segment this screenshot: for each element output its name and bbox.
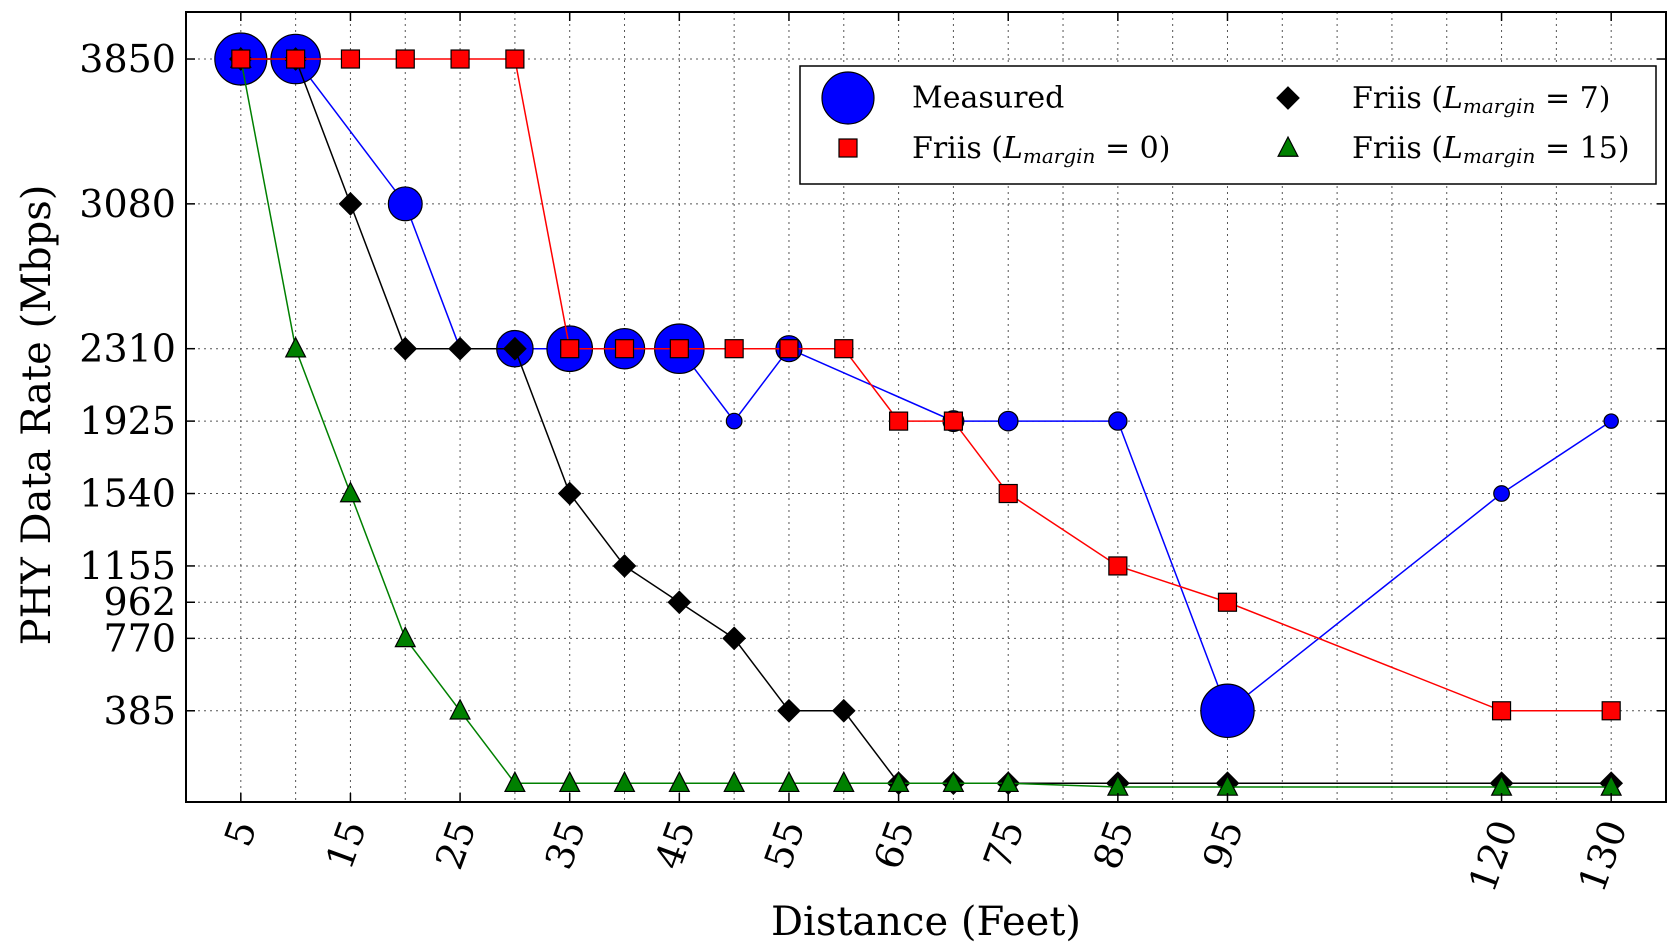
legend-label: Friis (Lmargin = 15) — [1352, 131, 1630, 169]
data-point — [888, 411, 909, 431]
data-point — [1108, 556, 1128, 576]
legend-box — [799, 65, 1657, 185]
data-point — [612, 554, 637, 578]
data-point — [722, 626, 746, 651]
data-point — [777, 698, 801, 723]
data-point — [613, 770, 636, 793]
data-point — [724, 339, 744, 359]
series-line — [240, 58, 1612, 712]
x-tick-label: 85 — [1085, 814, 1143, 874]
data-point — [284, 336, 307, 358]
data-point — [1601, 701, 1621, 721]
legend-label: Measured — [912, 81, 1064, 116]
data-point — [449, 698, 471, 720]
data-point — [339, 481, 362, 503]
x-tick-label: 55 — [756, 814, 814, 874]
data-point — [450, 49, 470, 69]
data-point — [942, 770, 965, 793]
legend-marker-square — [838, 138, 858, 158]
data-point — [1217, 592, 1238, 612]
data-point — [943, 411, 964, 431]
y-tick-label: 1540 — [79, 472, 176, 516]
data-point — [669, 339, 689, 359]
data-point — [231, 49, 251, 69]
y-tick-label: 385 — [103, 689, 176, 733]
data-point — [395, 49, 415, 69]
data-point — [1108, 411, 1128, 431]
data-point — [1200, 683, 1255, 739]
y-axis-title: PHY Data Rate (Mbps) — [14, 185, 60, 646]
data-point — [1493, 485, 1510, 502]
series-square — [231, 49, 1621, 721]
data-point — [505, 49, 525, 69]
legend-label: Friis (Lmargin = 7) — [1352, 81, 1610, 119]
data-point — [725, 412, 743, 430]
data-point — [997, 410, 1019, 432]
data-point — [668, 770, 691, 793]
x-tick-label: 75 — [975, 814, 1033, 874]
data-point — [834, 339, 854, 359]
data-point — [286, 49, 306, 69]
y-tick-label: 1925 — [79, 399, 176, 443]
data-point — [394, 626, 417, 648]
plot-area-frame — [185, 11, 1667, 803]
legend-label: Friis (Lmargin = 0) — [912, 131, 1170, 169]
data-point — [667, 590, 692, 615]
x-tick-label: 5 — [216, 814, 266, 852]
y-tick-label: 3080 — [79, 182, 176, 226]
data-point — [393, 336, 418, 361]
y-tick-label: 2310 — [79, 327, 176, 371]
data-point — [723, 770, 746, 793]
x-tick-label: 15 — [317, 814, 375, 874]
data-point — [998, 483, 1018, 504]
legend-marker-triangle — [1277, 135, 1299, 157]
y-tick-label: 962 — [103, 580, 176, 624]
x-tick-label: 45 — [646, 814, 704, 874]
x-tick-label: 65 — [865, 814, 923, 874]
series-layer — [214, 32, 1624, 796]
data-point — [1491, 701, 1512, 721]
x-tick-label: 95 — [1194, 814, 1252, 874]
series-triangle — [229, 46, 1623, 796]
data-point — [779, 339, 799, 359]
x-tick-label: 25 — [427, 814, 485, 874]
data-point — [778, 770, 800, 793]
data-point — [504, 770, 526, 793]
data-point — [558, 770, 581, 793]
data-point — [997, 770, 1020, 793]
legend-marker-circle — [821, 71, 875, 125]
legend-marker-diamond — [1276, 86, 1300, 110]
y-tick-label: 1155 — [79, 544, 176, 588]
data-point — [340, 49, 361, 69]
y-tick-label: 770 — [103, 616, 176, 660]
data-point — [832, 770, 855, 793]
x-axis-title: Distance (Feet) — [771, 899, 1081, 945]
x-tick-label: 130 — [1570, 814, 1636, 897]
y-tick-label: 3850 — [79, 37, 176, 81]
data-point — [557, 481, 582, 506]
data-point — [560, 339, 580, 359]
data-point — [1603, 413, 1619, 429]
data-point — [338, 192, 363, 216]
x-tick-label: 120 — [1460, 814, 1526, 897]
data-point — [614, 339, 635, 359]
data-point — [387, 186, 423, 222]
data-point — [831, 698, 856, 723]
x-tick-label: 35 — [536, 814, 594, 874]
data-point — [887, 770, 910, 793]
legend: Measured Friis (Lmargin = 7) Friis (Lmargi… — [799, 65, 1657, 185]
data-point — [503, 336, 527, 361]
data-point — [448, 336, 472, 361]
